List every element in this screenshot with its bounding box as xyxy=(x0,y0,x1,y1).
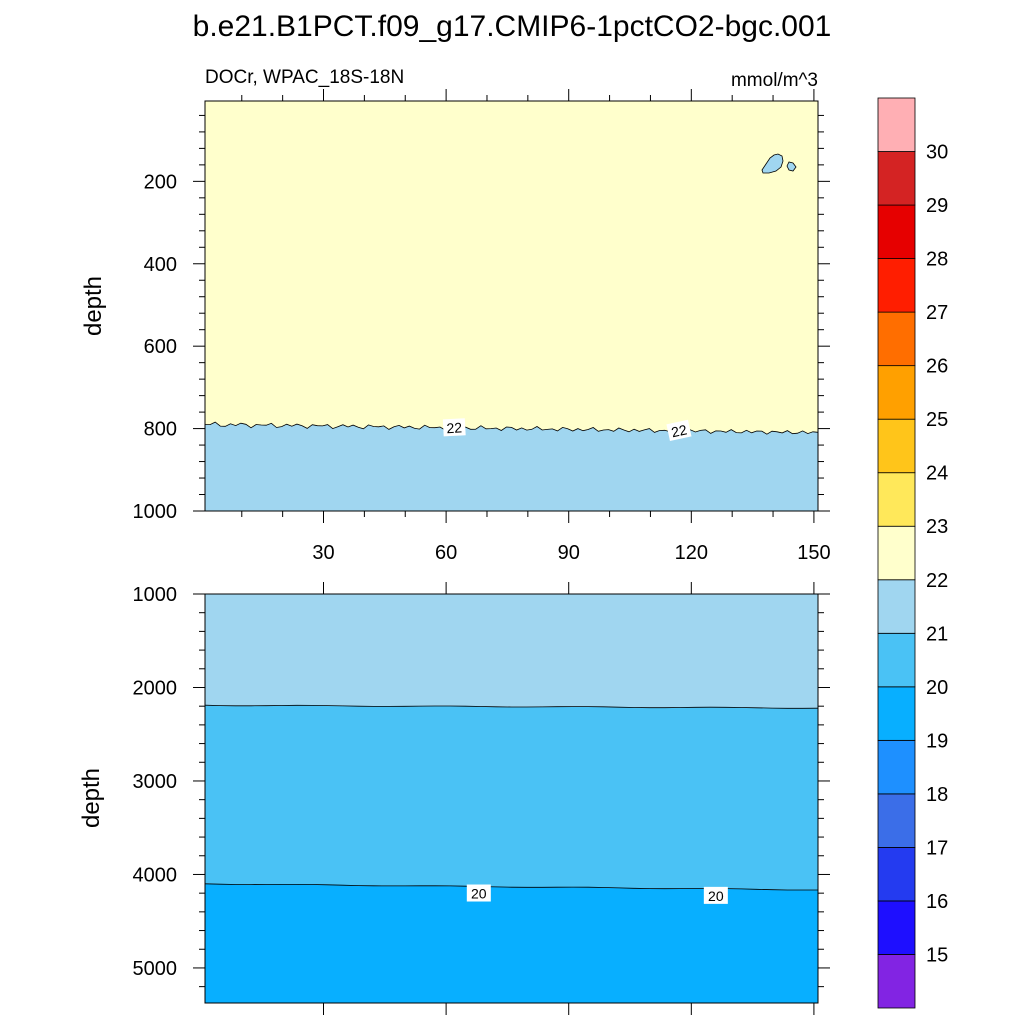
y-tick-label: 4000 xyxy=(133,864,178,886)
colorbar-label: 19 xyxy=(926,730,948,752)
colorbar-box xyxy=(877,472,916,527)
x-tick-label: 90 xyxy=(558,542,580,564)
bottom-panel-frame xyxy=(204,593,819,1004)
colorbar-box xyxy=(877,579,916,634)
colorbar-box xyxy=(877,97,916,152)
small-patch-21-22 xyxy=(761,153,797,174)
contour-labels-top: 22 22 xyxy=(442,418,692,441)
top-panel: 22 22 30 60 90 120 150 200 400 600 800 1000 DOCr, … xyxy=(80,67,831,564)
chart-title: b.e21.B1PCT.f09_g17.CMIP6-1pctCO2-bgc.00… xyxy=(193,10,832,43)
colorbar-label: 17 xyxy=(926,837,948,859)
contour-label: 20 xyxy=(703,886,728,904)
contour-line-21 xyxy=(204,704,819,709)
colorbar-label: 22 xyxy=(926,570,948,592)
colorbar-label: 23 xyxy=(926,516,948,538)
top-panel-frame xyxy=(204,100,819,512)
colorbar-label: 25 xyxy=(926,409,948,431)
colorbar-box xyxy=(877,311,916,367)
contour-label-text: 22 xyxy=(446,419,463,436)
contour-labels-bottom: 20 20 xyxy=(466,884,728,904)
colorbar-box xyxy=(877,954,916,1009)
colorbar-box xyxy=(877,151,916,206)
colorbar: 15 16 17 18 19 20 21 22 23 24 25 26 27 28 29 30 xyxy=(877,97,948,1009)
colorbar-box xyxy=(877,686,916,741)
colorbar-label: 29 xyxy=(926,195,948,217)
x-tick-label: 60 xyxy=(435,542,457,564)
colorbar-box xyxy=(877,365,916,420)
contour-label: 22 xyxy=(666,419,692,441)
contour-label-text: 20 xyxy=(471,886,487,902)
colorbar-box xyxy=(877,793,916,848)
colorbar-label: 15 xyxy=(926,944,948,966)
colorbar-label: 21 xyxy=(926,623,948,645)
y-tick-label: 2000 xyxy=(133,677,178,699)
colorbar-label: 16 xyxy=(926,891,948,913)
bottom-y-axis-title: depth xyxy=(78,768,105,828)
contour-label: 22 xyxy=(442,418,466,437)
colorbar-label: 28 xyxy=(926,249,948,271)
top-left-label: DOCr, WPAC_18S-18N xyxy=(205,67,404,88)
x-tick-label: 120 xyxy=(675,542,708,564)
bottom-axis-ticks: 1000 2000 3000 4000 5000 xyxy=(133,582,830,1015)
colorbar-label: 24 xyxy=(926,463,948,485)
colorbar-box xyxy=(877,632,916,688)
y-tick-label: 3000 xyxy=(133,771,178,793)
y-tick-label: 200 xyxy=(144,171,177,193)
top-y-axis-title: depth xyxy=(80,276,107,336)
contour-label: 20 xyxy=(466,884,491,902)
x-tick-label: 150 xyxy=(797,542,830,564)
contour-line-22 xyxy=(204,421,819,435)
top-right-label: mmol/m^3 xyxy=(731,70,818,91)
contour-label-text: 20 xyxy=(708,888,724,904)
colorbar-box xyxy=(877,847,916,902)
colorbar-label: 20 xyxy=(926,677,948,699)
colorbar-box xyxy=(877,739,916,795)
region-19-20 xyxy=(205,883,818,1003)
colorbar-box xyxy=(877,900,916,955)
contour-label-text: 22 xyxy=(670,421,689,440)
y-tick-label: 5000 xyxy=(133,958,178,980)
colorbar-box xyxy=(877,418,916,474)
region-21-22-top xyxy=(205,422,818,511)
colorbar-box xyxy=(877,525,916,581)
x-tick-label: 30 xyxy=(312,542,334,564)
y-tick-label: 400 xyxy=(144,254,177,276)
colorbar-label: 26 xyxy=(926,356,948,378)
colorbar-box xyxy=(877,204,916,259)
colorbar-label: 18 xyxy=(926,784,948,806)
colorbar-label: 27 xyxy=(926,302,948,324)
colorbar-label: 30 xyxy=(926,142,948,164)
y-tick-label: 1000 xyxy=(133,584,178,606)
y-tick-label: 600 xyxy=(144,336,177,358)
top-axis-ticks: 30 60 90 120 150 200 400 600 800 1000 xyxy=(133,89,831,564)
y-tick-label: 1000 xyxy=(133,501,178,523)
y-tick-label: 800 xyxy=(144,419,177,441)
colorbar-box xyxy=(877,258,916,313)
